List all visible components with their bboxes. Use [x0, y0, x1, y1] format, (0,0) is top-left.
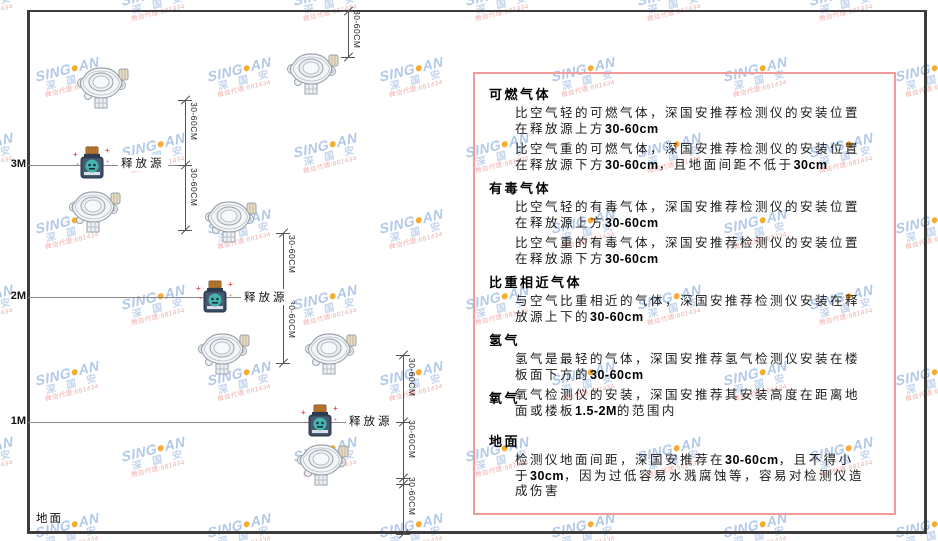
height-label: 3M	[10, 158, 26, 170]
paragraph-text: 比空气轻的有毒气体，深国安推荐检测仪的安装位置在释放源上方	[515, 200, 861, 230]
svg-text:+: +	[76, 162, 79, 168]
paragraph-text: ，且地面间距不低于	[658, 157, 794, 172]
panel-section: 可燃气体 比空气轻的可燃气体，深国安推荐检测仪的安装位置在释放源上方30-60cm…	[489, 84, 880, 173]
panel-paragraph: 比空气重的可燃气体，深国安推荐检测仪的安装位置在释放源下方30-60cm，且地面…	[515, 142, 867, 173]
svg-text:+: +	[106, 159, 109, 165]
svg-text:+: +	[196, 284, 201, 293]
panel-paragraph: 比空气轻的可燃气体，深国安推荐检测仪的安装位置在释放源上方30-60cm	[515, 106, 867, 137]
room-left-wall	[27, 10, 30, 534]
paragraph-text: ，因为过低容易水溅腐蚀等，容易对检测仪造成伤害	[515, 468, 865, 499]
dimension-label-30-60cm: 30-60CM	[287, 235, 297, 274]
dimension-label-30-60cm: 30-60CM	[352, 10, 362, 49]
gas-detector-icon	[202, 198, 258, 249]
dimension-label-30-60cm: 30-60CM	[189, 102, 199, 141]
svg-text:+: +	[334, 417, 337, 423]
gas-detector-icon	[195, 330, 251, 381]
release-source-label: 释放源	[346, 413, 396, 429]
measurement-value: 30-60cm	[605, 251, 659, 266]
panel-section-heading: 氧气	[489, 391, 521, 406]
gas-detector-icon	[74, 64, 130, 115]
info-panel: 可燃气体 比空气轻的可燃气体，深国安推荐检测仪的安装位置在释放源上方30-60cm…	[473, 72, 896, 515]
svg-text:+: +	[105, 146, 110, 155]
paragraph-text: 与空气比重相近的气体，深国安推荐检测仪安装在释放源上下的	[515, 294, 861, 324]
dimension-line	[403, 355, 404, 534]
dimension-label-30-60cm: 30-60CM	[189, 168, 199, 207]
panel-section: 氢气氢气是最轻的气体，深国安推荐氢气检测仪安装在楼板面下方的30-60cm	[489, 330, 880, 383]
paragraph-text: 比空气重的可燃气体，深国安推荐检测仪的安装位置在释放源下方	[515, 142, 861, 172]
panel-section: 地面检测仪地面间距，深国安推荐在30-60cm，且不得小于30cm，因为过低容易…	[489, 431, 880, 500]
release-source: + + + + 释放源	[300, 404, 396, 438]
svg-text:+: +	[301, 408, 306, 417]
measurement-value: 30-60cm	[725, 453, 779, 467]
measurement-value: 30cm	[530, 468, 564, 483]
panel-section-heading: 可燃气体	[489, 87, 552, 102]
panel-section-heading: 地面	[489, 434, 521, 449]
panel-section: 氧气 氧气检测仪的安装，深国安推荐其安装高度在距离地面或楼板1.5-2M的范围内	[489, 388, 880, 419]
panel-paragraph: 比空气轻的有毒气体，深国安推荐检测仪的安装位置在释放源上方30-60cm	[515, 200, 867, 231]
svg-text:+: +	[228, 280, 233, 289]
panel-section-heading: 有毒气体	[489, 181, 552, 196]
gas-detector-icon	[284, 50, 340, 101]
paragraph-text: 的范围内	[616, 403, 677, 418]
panel-section: 有毒气体 比空气轻的有毒气体，深国安推荐检测仪的安装位置在释放源上方30-60cm…	[489, 178, 880, 267]
panel-paragraph: 氧气检测仪的安装，深国安推荐其安装高度在距离地面或楼板1.5-2M的范围内	[515, 388, 867, 419]
paragraph-text: 氧气检测仪的安装，深国安推荐其安装高度在距离地面或楼板	[515, 388, 861, 418]
svg-text:+: +	[333, 404, 338, 413]
paragraph-text: 比空气重的有毒气体，深国安推荐检测仪的安装位置在释放源下方	[515, 236, 861, 266]
gas-detector-icon	[302, 330, 358, 381]
measurement-value: 30-60cm	[590, 367, 644, 382]
measurement-value: 1.5-2M	[575, 403, 617, 418]
svg-text:+: +	[199, 296, 202, 302]
panel-section-heading: 比重相近气体	[489, 275, 583, 290]
panel-paragraph: 检测仪地面间距，深国安推荐在30-60cm，且不得小于30cm，因为过低容易水溅…	[515, 453, 867, 500]
release-source: + + + + 释放源	[72, 146, 168, 180]
gas-detector-icon	[66, 188, 122, 239]
room-ground-line	[27, 531, 927, 534]
height-level-line	[28, 422, 403, 423]
paragraph-text: 比空气轻的可燃气体，深国安推荐检测仪的安装位置在释放源上方	[515, 106, 861, 136]
room-ceiling-line	[28, 10, 927, 12]
panel-paragraph: 氢气是最轻的气体，深国安推荐氢气检测仪安装在楼板面下方的30-60cm	[515, 352, 867, 383]
panel-paragraph: 与空气比重相近的气体，深国安推荐检测仪安装在释放源上下的30-60cm	[515, 294, 867, 325]
measurement-value: 30-60cm	[590, 309, 644, 324]
dimension-label-30-60cm: 30-60CM	[407, 358, 417, 397]
panel-section-heading: 氢气	[489, 333, 521, 348]
paragraph-text: ，且不得小于	[515, 453, 854, 483]
height-label: 2M	[10, 290, 26, 302]
paragraph-text: 氢气是最轻的气体，深国安推荐氢气检测仪安装在楼板面下方的	[515, 352, 861, 382]
gas-detector-icon	[294, 441, 350, 492]
dimension-line	[348, 11, 349, 57]
svg-text:+: +	[229, 293, 232, 299]
svg-text:+: +	[304, 420, 307, 426]
dimension-label-30-60cm: 30-60CM	[287, 300, 297, 339]
measurement-value: 30cm	[793, 157, 828, 172]
release-source-label: 释放源	[241, 289, 291, 305]
height-label: 1M	[10, 415, 26, 427]
height-level-line	[28, 165, 185, 166]
room-right-wall	[924, 10, 927, 534]
measurement-value: 30-60cm	[605, 121, 659, 136]
dimension-label-30-60cm: 30-60CM	[407, 420, 417, 459]
release-source-label: 释放源	[118, 155, 168, 171]
release-source: + + + + 释放源	[195, 280, 291, 314]
dimension-label-30-60cm: 30-60CM	[407, 477, 417, 516]
height-level-line	[28, 297, 283, 298]
measurement-value: 30-60cm	[605, 157, 659, 172]
measurement-value: 30-60cm	[605, 215, 659, 230]
ground-label: 地面	[36, 513, 63, 525]
svg-text:+: +	[73, 150, 78, 159]
panel-section: 比重相近气体与空气比重相近的气体，深国安推荐检测仪安装在释放源上下的30-60c…	[489, 272, 880, 325]
paragraph-text: 检测仪地面间距，深国安推荐在	[515, 453, 726, 467]
panel-paragraph: 比空气重的有毒气体，深国安推荐检测仪的安装位置在释放源下方30-60cm	[515, 236, 867, 267]
